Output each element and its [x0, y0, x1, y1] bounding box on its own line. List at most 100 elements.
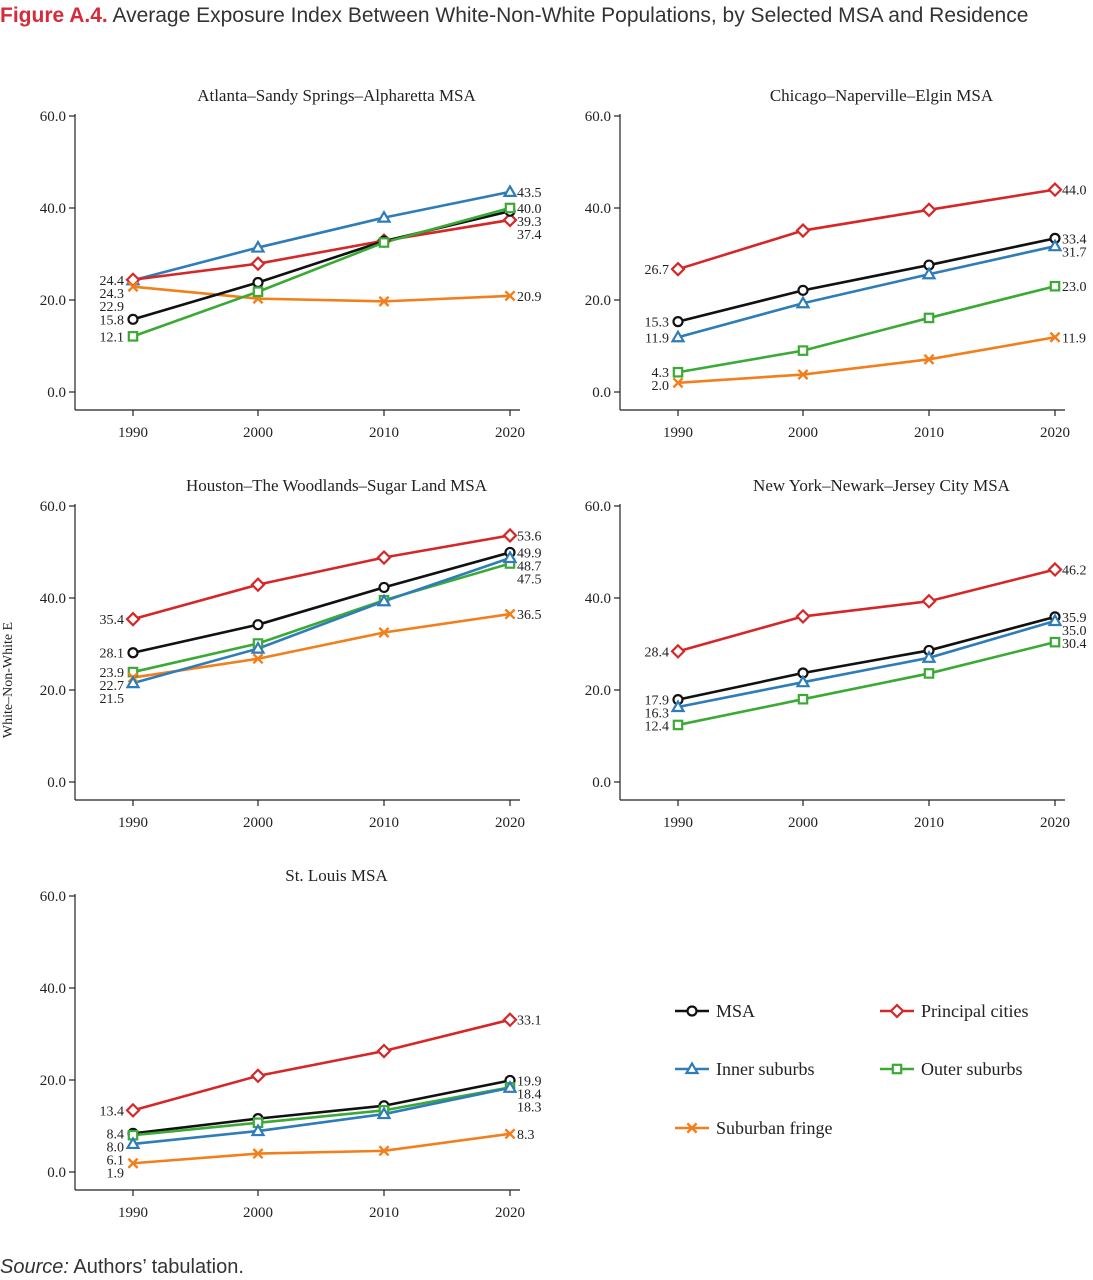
legend-marker-msa [686, 1005, 698, 1017]
point-principal [250, 256, 266, 272]
point-msa [127, 313, 139, 325]
legend-label: MSA [716, 1001, 755, 1021]
chart-panel: New York–Newark–Jersey City MSA 0.0 20.0 40… [585, 476, 1087, 831]
point-principal [921, 202, 937, 218]
point-fringe [127, 281, 139, 293]
x-tick-label: 2000 [243, 425, 273, 441]
legend-marker-fringe [686, 1122, 698, 1134]
start-data-label: 35.4 [100, 613, 125, 628]
point-msa [252, 276, 264, 289]
point-fringe [378, 1145, 390, 1157]
point-inner [250, 239, 266, 253]
legend-item-inner: Inner suburbs [675, 1059, 814, 1079]
point-inner [376, 1106, 392, 1120]
x-tick-label: 2000 [788, 815, 818, 831]
y-tick-label: 0.0 [592, 775, 611, 791]
series-line-inner [677, 619, 1056, 709]
end-data-label: 44.0 [1062, 184, 1087, 199]
point-fringe [504, 608, 516, 620]
end-data-label: 35.9 [1062, 611, 1087, 626]
point-inner [502, 184, 518, 197]
point-principal [1047, 182, 1063, 198]
start-data-label: 24.4 [100, 274, 125, 289]
end-data-label: 37.4 [517, 228, 542, 243]
panel-title: Chicago–Naperville–Elgin MSA [770, 86, 994, 105]
start-data-label: 4.3 [652, 366, 670, 381]
source-text: Authors’ tabulation. [73, 1256, 244, 1278]
y-tick-label: 60.0 [585, 109, 611, 125]
start-data-label: 11.9 [645, 331, 669, 346]
point-outer [127, 331, 139, 342]
series-line-fringe [677, 335, 1056, 385]
start-data-label: 12.4 [645, 720, 670, 735]
legend-item-fringe: Suburban fringe [675, 1118, 832, 1138]
chart-panel: St. Louis MSA 0.0 20.0 40.0 60.0 1990 2000 2010… [40, 866, 542, 1221]
figure-label: Figure A.4. [0, 4, 108, 27]
end-data-label: 23.0 [1062, 280, 1087, 295]
x-tick-label: 2010 [369, 1205, 399, 1221]
point-outer [797, 693, 809, 705]
end-data-label: 19.9 [517, 1074, 542, 1089]
x-tick-label: 2010 [914, 815, 944, 831]
y-axis-label: White–Non-White E [1, 622, 16, 738]
y-tick-label: 40.0 [585, 591, 611, 607]
start-data-label: 6.1 [107, 1153, 125, 1168]
x-tick-label: 2000 [788, 425, 818, 441]
point-inner [502, 1080, 518, 1093]
point-principal [125, 611, 141, 627]
x-tick-label: 2000 [243, 815, 273, 831]
x-tick-label: 2010 [369, 815, 399, 831]
point-msa [672, 316, 684, 328]
y-tick-label: 20.0 [40, 1073, 66, 1089]
start-data-label: 28.4 [645, 645, 670, 660]
point-fringe [504, 290, 516, 302]
end-data-label: 48.7 [517, 559, 542, 574]
y-tick-label: 20.0 [585, 683, 611, 699]
series-line-principal [132, 534, 511, 621]
legend-label: Outer suburbs [921, 1059, 1023, 1079]
legend-label: Suburban fringe [716, 1118, 832, 1138]
series-line-msa [677, 237, 1056, 323]
end-data-label: 39.3 [517, 215, 542, 230]
panel-title: Atlanta–Sandy Springs–Alpharetta MSA [197, 86, 476, 105]
panel-title: Houston–The Woodlands–Sugar Land MSA [186, 476, 488, 495]
point-outer [923, 312, 935, 324]
legend-item-msa: MSA [675, 1001, 755, 1021]
point-fringe [252, 653, 264, 665]
point-inner [1047, 238, 1063, 252]
point-msa [797, 284, 809, 296]
series-line-msa [132, 551, 511, 655]
series-line-inner [132, 1086, 511, 1146]
start-data-label: 23.9 [100, 666, 125, 681]
start-data-label: 17.9 [645, 694, 670, 709]
x-tick-label: 2000 [243, 1205, 273, 1221]
source-note: Source: Authors’ tabulation. [0, 1256, 244, 1279]
series-line-principal [677, 568, 1056, 653]
start-data-label: 8.4 [107, 1127, 125, 1142]
start-data-label: 26.7 [645, 263, 670, 278]
x-tick-label: 2020 [495, 815, 525, 831]
point-principal [502, 212, 518, 228]
end-data-label: 33.4 [1062, 232, 1087, 247]
start-data-label: 1.9 [107, 1166, 125, 1181]
y-tick-label: 60.0 [40, 889, 66, 905]
series-line-outer [132, 206, 511, 338]
chart-panel: Chicago–Naperville–Elgin MSA 0.0 20.0 40.0 6… [585, 86, 1087, 441]
chart-panel: Houston–The Woodlands–Sugar Land MSA 0.0 2… [40, 476, 542, 831]
point-principal [502, 527, 518, 543]
x-tick-label: 1990 [118, 1205, 148, 1221]
end-data-label: 18.4 [517, 1087, 542, 1102]
legend-item-outer: Outer suburbs [880, 1059, 1023, 1079]
x-tick-label: 1990 [118, 425, 148, 441]
chart-panel: Atlanta–Sandy Springs–Alpharetta MSA 0.0 2… [40, 86, 542, 441]
point-principal [1047, 561, 1063, 578]
legend-label: Inner suburbs [716, 1059, 814, 1079]
point-inner [670, 329, 686, 343]
start-data-label: 15.3 [645, 316, 670, 331]
series-line-msa [677, 615, 1056, 701]
panel-title: New York–Newark–Jersey City MSA [753, 476, 1011, 495]
point-outer [504, 202, 516, 214]
chart-figure: White–Non-White E Atlanta–Sandy Springs–… [1, 86, 1087, 1221]
point-inner [376, 209, 392, 223]
y-tick-label: 40.0 [40, 591, 66, 607]
